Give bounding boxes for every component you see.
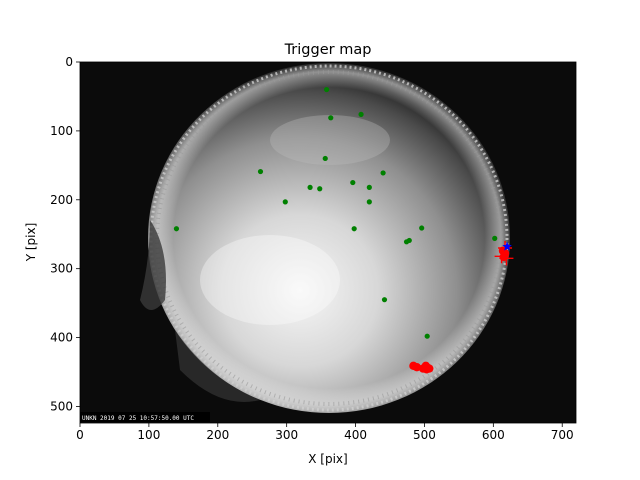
data-point [322, 155, 328, 162]
image-caption: UNKN 2019 07 25 10:57:50.00 UTC [82, 415, 194, 422]
data-point [173, 226, 180, 232]
data-point [257, 168, 264, 175]
y-tick-label: 500 [50, 399, 73, 413]
data-point [366, 199, 372, 205]
y-tick-label: 400 [50, 331, 73, 345]
x-tick-label: 400 [344, 428, 367, 442]
y-tick-label: 100 [50, 124, 73, 138]
y-axis-ticks: 0 100 200 300 400 500 [50, 55, 80, 413]
y-tick-label: 0 [65, 55, 73, 69]
plot-frame [79, 61, 577, 424]
sky-image: UNKN 2019 07 25 10:57:50.00 UTC [80, 62, 576, 423]
data-point [282, 199, 288, 205]
data-point [403, 239, 410, 245]
x-tick-label: 300 [275, 428, 298, 442]
data-point [421, 361, 431, 371]
y-tick-label: 300 [50, 262, 73, 276]
x-tick-label: 700 [551, 428, 574, 442]
data-point [494, 249, 509, 264]
data-point [350, 179, 356, 186]
y-tick-label: 200 [50, 193, 73, 207]
data-point [492, 235, 498, 241]
data-point [381, 297, 388, 303]
data-point [419, 225, 425, 231]
x-axis-label: X [pix] [308, 452, 347, 466]
chart-title: Trigger map [284, 42, 372, 58]
scatter-markers [173, 86, 514, 374]
data-point [380, 170, 386, 176]
x-tick-label: 500 [413, 428, 436, 442]
y-axis-label: Y [pix] [24, 223, 38, 263]
data-point [366, 184, 372, 190]
x-tick-label: 100 [137, 428, 160, 442]
x-axis-ticks: 0 100 200 300 400 500 600 700 [76, 423, 574, 442]
x-tick-label: 600 [482, 428, 505, 442]
data-point [351, 226, 357, 232]
data-point [324, 86, 330, 93]
data-point [424, 333, 430, 339]
data-point [317, 186, 323, 192]
data-point [328, 115, 334, 121]
data-point [307, 184, 313, 190]
x-tick-label: 200 [206, 428, 229, 442]
data-point [502, 241, 512, 251]
data-point [358, 111, 364, 117]
x-tick-label: 0 [76, 428, 84, 442]
